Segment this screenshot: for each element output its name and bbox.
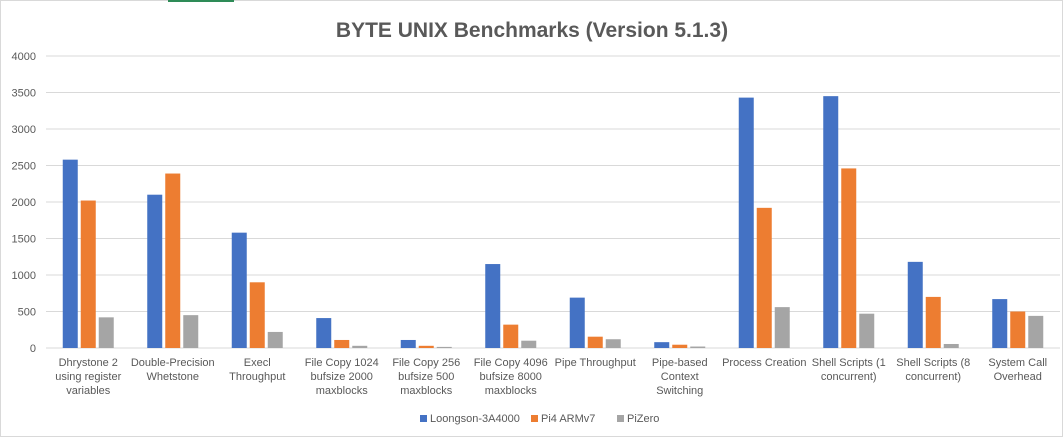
bar-pi4-armv7 <box>165 173 181 348</box>
bar-pi4-armv7 <box>587 336 603 348</box>
x-tick-label: File Copy 1024 <box>305 357 379 369</box>
x-tick-label: concurrent) <box>821 371 877 383</box>
bar-pizero <box>690 346 706 348</box>
x-tick-label: Shell Scripts (1 <box>812 357 886 369</box>
x-tick-label: using register <box>55 371 121 383</box>
x-tick-label: Shell Scripts (8 <box>896 357 970 369</box>
bar-loongson-3a4000 <box>485 264 501 348</box>
bar-loongson-3a4000 <box>147 194 163 348</box>
gridlines <box>46 55 1060 349</box>
bar-pizero <box>98 317 114 348</box>
bar-loongson-3a4000 <box>316 318 332 348</box>
x-tick-label: Process Creation <box>722 357 806 369</box>
bar-loongson-3a4000 <box>992 299 1008 348</box>
bar-loongson-3a4000 <box>62 159 78 348</box>
bar-pi4-armv7 <box>925 296 941 348</box>
y-axis-ticks: 0 500 1000 1500 2000 2500 3000 3500 4000 <box>12 51 36 355</box>
x-tick-label: Switching <box>656 385 703 397</box>
y-tick-label: 1500 <box>12 234 36 246</box>
bar-pizero <box>859 313 875 348</box>
bar-pizero <box>521 340 537 348</box>
bar-pizero <box>436 346 452 348</box>
bar-loongson-3a4000 <box>654 342 670 348</box>
bars <box>62 96 1044 349</box>
bar-pi4-armv7 <box>1010 311 1026 348</box>
bar-pi4-armv7 <box>334 339 350 348</box>
legend-swatch <box>531 415 538 422</box>
x-tick-label: File Copy 256 <box>392 357 460 369</box>
x-tick-label: Pipe-based <box>652 357 708 369</box>
y-tick-label: 4000 <box>12 51 36 63</box>
x-tick-label: Context <box>661 371 699 383</box>
y-tick-label: 2000 <box>12 197 36 209</box>
bar-pizero <box>1028 315 1044 348</box>
bar-pizero <box>352 345 368 348</box>
y-tick-label: 2500 <box>12 161 36 173</box>
bar-loongson-3a4000 <box>823 96 839 349</box>
bar-pi4-armv7 <box>418 345 434 348</box>
x-axis-labels: Dhrystone 2 using register variables Double… <box>55 357 1047 397</box>
bar-pi4-armv7 <box>503 324 519 348</box>
legend-label: Loongson-3A4000 <box>430 413 520 425</box>
x-tick-label: bufsize 500 <box>398 371 454 383</box>
bar-pizero <box>774 307 790 348</box>
selection-indicator <box>168 0 234 2</box>
x-tick-label: Whetstone <box>146 371 199 383</box>
y-tick-label: 3500 <box>12 88 36 100</box>
y-tick-label: 1000 <box>12 270 36 282</box>
bar-pizero <box>943 343 959 348</box>
y-tick-label: 500 <box>18 307 36 319</box>
x-tick-label: concurrent) <box>905 371 961 383</box>
x-tick-label: Overhead <box>994 371 1042 383</box>
x-tick-label: maxblocks <box>485 385 537 397</box>
bar-loongson-3a4000 <box>400 339 416 348</box>
chart-title: BYTE UNIX Benchmarks (Version 5.1.3) <box>336 19 728 42</box>
x-tick-label: bufsize 8000 <box>480 371 542 383</box>
bar-pi4-armv7 <box>80 200 96 348</box>
x-tick-label: Dhrystone 2 <box>59 357 118 369</box>
x-tick-label: Execl <box>244 357 271 369</box>
bar-loongson-3a4000 <box>569 297 585 348</box>
legend-label: PiZero <box>627 413 659 425</box>
bar-pi4-armv7 <box>841 168 857 348</box>
x-tick-label: File Copy 4096 <box>474 357 548 369</box>
legend-swatch <box>617 415 624 422</box>
x-tick-label: System Call <box>988 357 1047 369</box>
y-tick-label: 0 <box>30 343 36 355</box>
bar-pi4-armv7 <box>672 344 688 348</box>
x-tick-label: maxblocks <box>400 385 452 397</box>
bar-pi4-armv7 <box>249 282 265 348</box>
bar-loongson-3a4000 <box>231 232 247 348</box>
x-tick-label: Double-Precision <box>131 357 215 369</box>
x-tick-label: Throughput <box>229 371 285 383</box>
legend-label: Pi4 ARMv7 <box>541 413 595 425</box>
bar-pizero <box>267 331 283 348</box>
x-tick-label: Pipe Throughput <box>555 357 636 369</box>
x-tick-label: maxblocks <box>316 385 368 397</box>
bar-loongson-3a4000 <box>738 97 754 348</box>
legend-swatch <box>420 415 427 422</box>
x-tick-label: variables <box>66 385 111 397</box>
bar-loongson-3a4000 <box>907 261 923 348</box>
x-tick-label: bufsize 2000 <box>311 371 373 383</box>
y-tick-label: 3000 <box>12 124 36 136</box>
bar-pizero <box>183 315 199 348</box>
legend: Loongson-3A4000 Pi4 ARMv7 PiZero <box>420 413 659 425</box>
bar-pi4-armv7 <box>756 207 772 348</box>
bar-pizero <box>605 339 621 348</box>
